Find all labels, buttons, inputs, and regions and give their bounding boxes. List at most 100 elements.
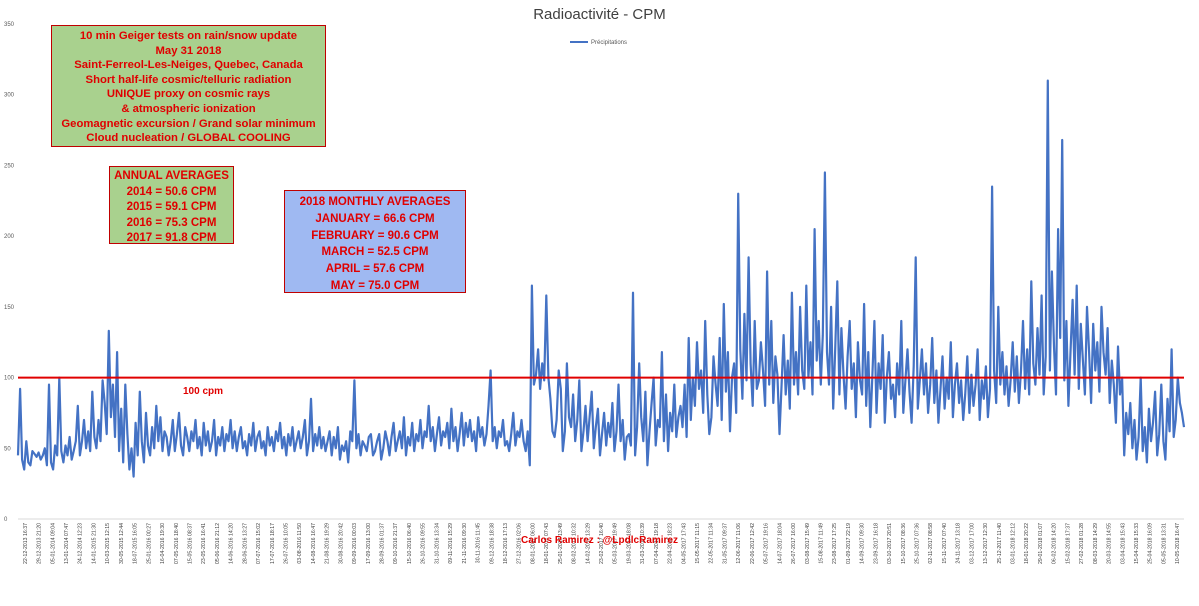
legend: Précipitations <box>570 40 627 46</box>
x-tick-label: 03-08-2016 11:50 <box>297 523 303 564</box>
x-tick-label: 09-10-2016 21:37 <box>393 523 399 564</box>
x-tick-label: 26-10-2016 09:55 <box>421 523 427 564</box>
y-tick-label: 200 <box>4 234 15 240</box>
x-tick-label: 14-08-2016 16:47 <box>311 523 317 564</box>
series-line <box>16 79 1186 478</box>
x-tick-label: 08-01-2017 06:00 <box>530 523 536 564</box>
x-axis: 22-12-2013 16:37 29-12-2013 21:20 05-01-20… <box>18 518 1184 564</box>
x-tick-label: 09-12-2016 18:38 <box>489 523 495 564</box>
x-tick-label: 06-02-2018 14:20 <box>1052 523 1058 564</box>
monthly-line: MARCH = 52.5 CPM <box>321 246 429 259</box>
info-line: Short half-life cosmic/telluric radiatio… <box>85 73 292 86</box>
x-tick-label: 27-12-2016 02:06 <box>517 523 523 564</box>
author-credit: Carlos Ramirez : @LpdlcRamirez <box>520 535 679 546</box>
x-tick-label: 05-06-2016 21:12 <box>215 523 221 564</box>
x-tick-label: 08-03-2018 14:29 <box>1093 523 1099 564</box>
info-line: Saint-Ferreol-Les-Neiges, Quebec, Canada <box>74 59 303 72</box>
x-tick-label: 17-07-2016 18:17 <box>270 523 276 564</box>
x-tick-label: 31-10-2016 13:34 <box>434 523 440 564</box>
x-tick-label: 10-05-2018 16:47 <box>1175 523 1181 564</box>
x-tick-label: 26-07-2017 16:00 <box>791 523 797 564</box>
y-tick-label: 350 <box>4 22 15 28</box>
monthly-line: MAY = 75.0 CPM <box>330 279 420 292</box>
x-tick-label: 18-12-2016 17:13 <box>503 523 509 564</box>
x-tick-label: 28-09-2016 01:37 <box>380 523 386 564</box>
x-tick-label: 23-08-2017 17:25 <box>832 523 838 564</box>
info-annotation-box: 10 min Geiger tests on rain/snow update … <box>51 25 326 147</box>
x-tick-label: 18-07-2015 16:05 <box>133 523 139 564</box>
x-tick-label: 30-05-2015 12:44 <box>119 523 125 564</box>
x-tick-label: 25-01-2016 00:27 <box>146 523 152 564</box>
annual-line: 2016 = 75.3 CPM <box>126 216 217 229</box>
x-tick-label: 14-01-2015 21:30 <box>91 523 97 564</box>
x-tick-label: 03-10-2017 20:51 <box>887 523 893 564</box>
x-tick-label: 14-06-2016 14:20 <box>229 523 235 564</box>
x-tick-label: 14-02-2017 13:29 <box>585 523 591 564</box>
annual-averages-box: ANNUAL AVERAGES 2014 = 50.6 CPM 2015 = 5… <box>109 166 234 244</box>
x-tick-label: 22-04-2017 18:23 <box>668 523 674 564</box>
x-tick-label: 29-01-2018 01:07 <box>1038 523 1044 564</box>
x-tick-label: 05-07-2017 19:16 <box>764 523 770 564</box>
x-tick-label: 13-01-2014 07:47 <box>64 523 70 564</box>
x-tick-label: 04-05-2017 17:43 <box>681 523 687 564</box>
x-tick-label: 09-11-2016 15:29 <box>448 523 454 564</box>
x-tick-label: 20-03-2018 14:55 <box>1107 523 1113 564</box>
x-tick-label: 05-05-2018 13:31 <box>1161 523 1167 564</box>
x-tick-label: 17-09-2016 13:00 <box>366 523 372 564</box>
y-tick-label: 0 <box>4 517 8 523</box>
info-line: & atmospheric ionization <box>121 102 256 115</box>
x-tick-label: 05-03-2017 19:49 <box>613 523 619 564</box>
series-layer <box>16 79 1186 478</box>
y-tick-label: 250 <box>4 163 15 169</box>
monthly-line: APRIL = 57.6 CPM <box>325 263 425 276</box>
monthly-line: 2018 MONTHLY AVERAGES <box>299 196 451 208</box>
x-tick-label: 24-12-2014 12:23 <box>78 523 84 564</box>
x-tick-label: 22-06-2017 12:42 <box>750 523 756 564</box>
x-tick-label: 15-10-2017 08:36 <box>901 523 907 564</box>
monthly-line: JANUARY = 66.6 CPM <box>315 212 435 225</box>
x-tick-label: 03-01-2018 12:12 <box>1011 523 1017 564</box>
x-tick-label: 03-04-2018 15:43 <box>1120 523 1126 564</box>
x-tick-label: 27-02-2018 01:28 <box>1079 523 1085 564</box>
x-tick-label: 15-05-2017 11:15 <box>695 523 701 564</box>
annual-line: 2017 = 91.8 CPM <box>126 232 217 245</box>
info-line: UNIQUE proxy on cosmic rays <box>106 88 271 101</box>
x-tick-label: 18-01-2018 20:22 <box>1024 523 1030 564</box>
x-tick-label: 24-11-2017 13:18 <box>956 523 962 564</box>
x-tick-label: 10-03-2015 12:15 <box>105 523 111 564</box>
x-tick-label: 05-01-2014 09:04 <box>50 523 56 564</box>
x-tick-label: 23-02-2017 16:40 <box>599 523 605 564</box>
x-tick-label: 12-06-2017 11:06 <box>736 523 742 564</box>
x-tick-label: 19-03-2017 18:08 <box>626 523 632 564</box>
x-tick-label: 22-12-2013 16:37 <box>23 523 29 564</box>
x-tick-label: 14-07-2017 18:04 <box>777 523 783 564</box>
x-tick-label: 23-05-2016 16:41 <box>201 523 207 564</box>
x-tick-label: 15-10-2016 06:40 <box>407 523 413 564</box>
x-tick-label: 01-09-2017 22:19 <box>846 523 852 564</box>
x-tick-label: 25-04-2018 16:09 <box>1148 523 1154 564</box>
x-tick-label: 25-10-2017 07:36 <box>915 523 921 564</box>
annual-line: ANNUAL AVERAGES <box>114 170 229 182</box>
x-tick-label: 15-08-2017 11:49 <box>818 523 824 564</box>
x-tick-label: 15-02-2018 17:37 <box>1065 523 1071 564</box>
x-tick-label: 31-03-2017 10:39 <box>640 523 646 564</box>
monthly-averages-box: 2018 MONTHLY AVERAGES JANUARY = 66.6 CPM… <box>284 190 466 293</box>
x-tick-label: 07-04-2017 19:18 <box>654 523 660 564</box>
info-line: 10 min Geiger tests on rain/snow update <box>79 30 298 42</box>
y-tick-label: 100 <box>4 376 15 382</box>
y-axis: 0 50 100 150 200 250 300 350 <box>4 22 15 523</box>
legend-label: Précipitations <box>591 40 628 46</box>
x-tick-label: 21-11-2016 09:30 <box>462 523 468 564</box>
x-tick-label: 15-04-2018 15:33 <box>1134 523 1140 564</box>
x-tick-label: 02-11-2017 08:58 <box>928 523 934 564</box>
annual-line: 2015 = 59.1 CPM <box>126 201 217 214</box>
x-tick-label: 03-08-2017 15:49 <box>805 523 811 564</box>
x-tick-label: 03-12-2017 17:00 <box>969 523 975 564</box>
x-tick-label: 30-11-2016 11:45 <box>476 523 482 563</box>
x-tick-label: 07-07-2016 15:02 <box>256 523 262 564</box>
reference-line-label: 100 cpm <box>183 386 224 397</box>
info-line: Geomagnetic excursion / Grand solar mini… <box>61 117 316 130</box>
x-tick-label: 09-09-2016 00:03 <box>352 523 358 564</box>
info-line: May 31 2018 <box>155 44 222 57</box>
